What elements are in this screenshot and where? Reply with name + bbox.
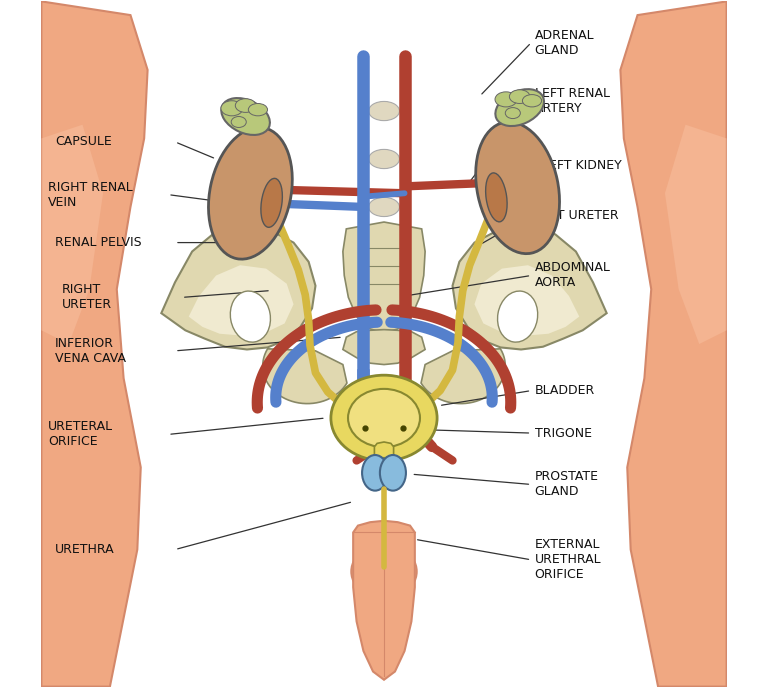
Ellipse shape xyxy=(485,173,507,222)
Text: PROSTATE
GLAND: PROSTATE GLAND xyxy=(535,471,599,499)
Ellipse shape xyxy=(498,291,538,342)
Ellipse shape xyxy=(495,89,544,126)
Ellipse shape xyxy=(369,246,399,264)
Ellipse shape xyxy=(351,554,379,590)
Polygon shape xyxy=(421,349,505,404)
Ellipse shape xyxy=(231,116,247,127)
Text: LEFT URETER: LEFT URETER xyxy=(535,208,618,222)
Text: INFERIOR
VENA CAVA: INFERIOR VENA CAVA xyxy=(55,337,126,365)
Ellipse shape xyxy=(248,103,267,116)
Text: URETHRA: URETHRA xyxy=(55,543,114,556)
Ellipse shape xyxy=(369,293,399,312)
Ellipse shape xyxy=(221,98,270,135)
Ellipse shape xyxy=(380,455,406,491)
Ellipse shape xyxy=(369,101,399,120)
Polygon shape xyxy=(161,226,316,350)
Ellipse shape xyxy=(362,455,388,491)
Polygon shape xyxy=(353,521,415,680)
Polygon shape xyxy=(41,125,103,344)
Polygon shape xyxy=(343,222,425,333)
Ellipse shape xyxy=(221,100,243,116)
Text: BLADDER: BLADDER xyxy=(535,384,595,397)
Text: ABDOMINAL
AORTA: ABDOMINAL AORTA xyxy=(535,261,611,290)
Text: RENAL PELVIS: RENAL PELVIS xyxy=(55,236,142,249)
Text: TRIGONE: TRIGONE xyxy=(535,427,592,440)
Text: EXTERNAL
URETHRAL
ORIFICE: EXTERNAL URETHRAL ORIFICE xyxy=(535,538,601,581)
Polygon shape xyxy=(475,265,579,336)
Polygon shape xyxy=(263,349,347,404)
Ellipse shape xyxy=(369,197,399,217)
Polygon shape xyxy=(343,330,425,365)
Ellipse shape xyxy=(261,178,283,227)
Ellipse shape xyxy=(208,127,293,259)
Text: URETERAL
ORIFICE: URETERAL ORIFICE xyxy=(48,420,114,449)
Ellipse shape xyxy=(495,92,517,107)
Polygon shape xyxy=(189,265,293,336)
Polygon shape xyxy=(41,1,147,687)
Ellipse shape xyxy=(331,375,437,461)
Text: RIGHT
URETER: RIGHT URETER xyxy=(62,283,112,312)
Text: ADRENAL
GLAND: ADRENAL GLAND xyxy=(535,28,594,56)
Ellipse shape xyxy=(235,98,256,112)
Text: LEFT KIDNEY: LEFT KIDNEY xyxy=(541,160,621,172)
Ellipse shape xyxy=(230,291,270,342)
Polygon shape xyxy=(375,442,393,458)
Ellipse shape xyxy=(505,107,521,118)
Ellipse shape xyxy=(522,94,541,107)
Text: LEFT RENAL
ARTERY: LEFT RENAL ARTERY xyxy=(535,87,610,115)
Ellipse shape xyxy=(509,89,530,103)
Polygon shape xyxy=(665,125,727,344)
Text: CAPSULE: CAPSULE xyxy=(55,136,112,149)
Polygon shape xyxy=(452,226,607,350)
Ellipse shape xyxy=(475,122,560,254)
Ellipse shape xyxy=(348,389,420,447)
Ellipse shape xyxy=(369,149,399,169)
Ellipse shape xyxy=(389,554,417,590)
Polygon shape xyxy=(621,1,727,687)
Text: RIGHT RENAL
VEIN: RIGHT RENAL VEIN xyxy=(48,181,133,208)
